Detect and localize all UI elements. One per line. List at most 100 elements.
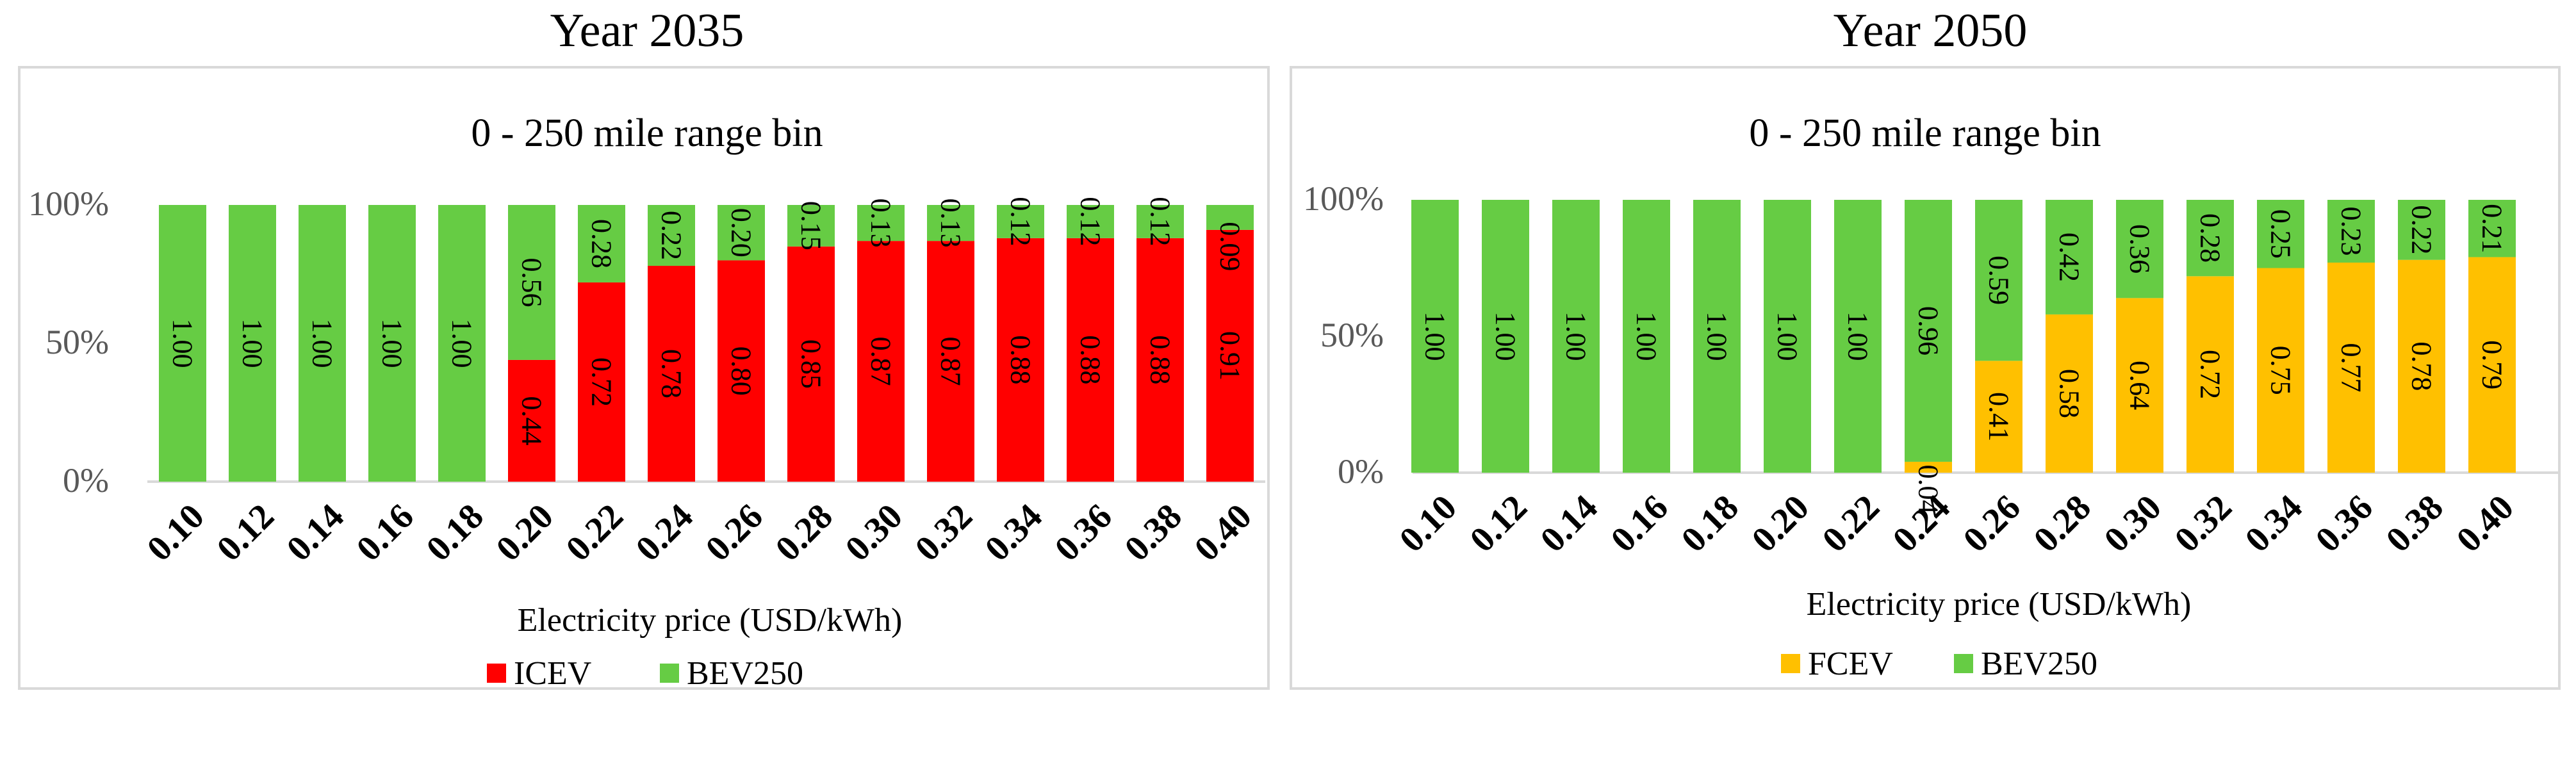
bar-bev250 xyxy=(648,205,695,266)
legend-label: BEV250 xyxy=(687,655,803,692)
data-label: 1.00 xyxy=(377,319,408,368)
legend-swatch-fcev xyxy=(1781,654,1800,673)
bar-bev250 xyxy=(2468,200,2516,257)
data-label: 0.64 xyxy=(2124,361,2156,410)
data-label: 0.79 xyxy=(2477,340,2508,389)
data-label: 0.25 xyxy=(2265,209,2297,259)
bar-fcev xyxy=(1905,461,1952,473)
chart-panel-0: Year 2035 0 - 250 mile range bin 0% 50% 100%… xyxy=(18,4,1270,692)
data-label: 0.85 xyxy=(796,339,827,389)
data-label: 0.22 xyxy=(2406,205,2438,254)
bar-icev xyxy=(997,238,1044,482)
data-label: 0.44 xyxy=(516,396,548,445)
data-label: 0.42 xyxy=(2054,232,2085,282)
data-label: 1.00 xyxy=(1561,312,1592,361)
data-label: 0.23 xyxy=(2336,206,2367,256)
bar-bev250 xyxy=(1206,205,1254,230)
data-label: 0.12 xyxy=(1145,197,1176,246)
legend-label: ICEV xyxy=(514,655,591,692)
data-label: 0.72 xyxy=(2195,350,2226,399)
bar-fcev xyxy=(2116,298,2163,473)
chart-title: 0 - 250 mile range bin xyxy=(1749,111,2101,155)
data-label: 0.20 xyxy=(726,208,757,257)
bar-bev250 xyxy=(857,205,905,241)
bar-bev250 xyxy=(508,205,555,360)
bar-bev250 xyxy=(1411,200,1459,473)
data-label: 0.77 xyxy=(2336,343,2367,392)
bar-bev250 xyxy=(1905,200,1952,462)
legend-label: FCEV xyxy=(1808,646,1893,682)
legend-label: BEV250 xyxy=(1981,646,2097,682)
data-label: 0.12 xyxy=(1005,197,1037,246)
data-label: 1.00 xyxy=(237,319,268,368)
bar-fcev xyxy=(2327,262,2375,473)
data-label: 0.13 xyxy=(866,199,897,248)
data-label: 1.00 xyxy=(307,319,338,368)
data-label: 0.21 xyxy=(2477,204,2508,253)
y-tick-label: 50% xyxy=(1320,316,1384,354)
data-label: 0.87 xyxy=(935,337,967,386)
bar-icev xyxy=(927,241,974,482)
y-tick-label: 0% xyxy=(63,461,109,500)
data-label: 1.00 xyxy=(1420,312,1451,361)
data-label: 0.78 xyxy=(2406,341,2438,391)
bar-bev250 xyxy=(1136,205,1184,238)
legend-swatch-bev250 xyxy=(660,664,679,683)
data-label: 0.88 xyxy=(1005,335,1037,384)
bar-bev250 xyxy=(1482,200,1529,473)
bar-fcev xyxy=(2398,259,2445,473)
bar-icev xyxy=(1136,238,1184,482)
bar-bev250 xyxy=(1067,205,1114,238)
bar-bev250 xyxy=(927,205,974,241)
data-label: 0.12 xyxy=(1075,197,1106,246)
data-label: 0.88 xyxy=(1075,335,1106,384)
data-label: 1.00 xyxy=(1842,312,1874,361)
legend-swatch-icev xyxy=(487,664,506,683)
bar-icev xyxy=(718,260,765,482)
bar-icev xyxy=(857,241,905,482)
data-label: 1.00 xyxy=(1702,312,1733,361)
bar-icev xyxy=(508,359,555,482)
data-label: 0.78 xyxy=(656,349,687,398)
data-label: 0.28 xyxy=(586,219,618,268)
bar-bev250 xyxy=(1693,200,1741,473)
bar-bev250 xyxy=(2046,200,2093,314)
data-label: 0.91 xyxy=(1215,331,1246,380)
y-tick-label: 100% xyxy=(1303,179,1384,218)
data-label: 0.72 xyxy=(586,357,618,407)
panel-border xyxy=(18,66,1270,690)
bar-bev250 xyxy=(229,205,276,482)
data-label: 0.41 xyxy=(1983,392,2015,441)
bar-fcev xyxy=(2257,268,2304,473)
data-label: 0.96 xyxy=(1913,306,1944,355)
bar-bev250 xyxy=(2186,200,2234,277)
bar-bev250 xyxy=(1552,200,1600,473)
y-tick-label: 0% xyxy=(1338,452,1384,491)
bar-bev250 xyxy=(159,205,206,482)
data-label: 0.22 xyxy=(656,211,687,260)
data-label: 0.88 xyxy=(1145,335,1176,384)
bar-bev250 xyxy=(2116,200,2163,298)
bar-icev xyxy=(1067,238,1114,482)
data-label: 0.28 xyxy=(2195,213,2226,263)
bar-bev250 xyxy=(1975,200,2022,361)
bar-bev250 xyxy=(2257,200,2304,268)
bar-bev250 xyxy=(1834,200,1882,473)
x-axis-label: Electricity price (USD/kWh) xyxy=(1807,586,2192,623)
bar-fcev xyxy=(1975,361,2022,473)
bar-bev250 xyxy=(2327,200,2375,263)
data-label: 0.13 xyxy=(935,199,967,248)
bar-fcev xyxy=(2468,257,2516,473)
data-label: 0.59 xyxy=(1983,256,2015,305)
data-label: 0.87 xyxy=(866,337,897,386)
data-label: 0.58 xyxy=(2054,369,2085,418)
bar-bev250 xyxy=(718,205,765,261)
data-label: 0.56 xyxy=(516,257,548,307)
bar-icev xyxy=(648,266,695,482)
panel-heading: Year 2050 xyxy=(1834,4,2028,57)
y-tick-label: 50% xyxy=(45,323,109,361)
x-axis-label: Electricity price (USD/kWh) xyxy=(518,602,903,639)
data-label: 1.00 xyxy=(1490,312,1522,361)
bar-bev250 xyxy=(1623,200,1670,473)
panel-heading: Year 2035 xyxy=(550,4,744,57)
